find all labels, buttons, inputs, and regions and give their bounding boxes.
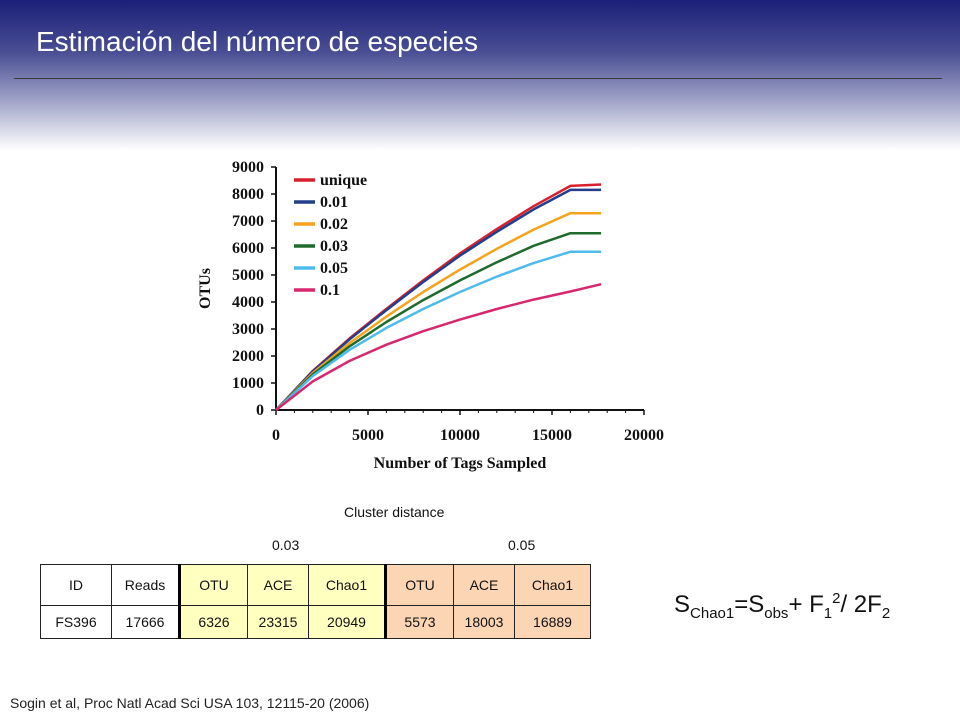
x-tick-label: 20000 xyxy=(624,427,664,444)
x-tick-label: 0 xyxy=(272,427,280,444)
cell-id: FS396 xyxy=(40,605,112,639)
cell-ace-003: 23315 xyxy=(247,605,309,639)
header-chao1-005: Chao1 xyxy=(514,564,591,606)
cell-chao1-003: 20949 xyxy=(308,605,386,639)
title-divider xyxy=(14,78,942,79)
cell-chao1-005: 16889 xyxy=(514,605,591,639)
header-reads: Reads xyxy=(111,564,180,606)
header-chao1-003: Chao1 xyxy=(308,564,386,606)
cell-otu-005: 5573 xyxy=(384,605,454,639)
table-header-row: ID Reads OTU ACE Chao1 OTU ACE Chao1 xyxy=(40,564,591,606)
series-line-0.02 xyxy=(275,211,602,411)
formula-s: S xyxy=(674,591,691,618)
legend-label: 0.02 xyxy=(320,216,348,233)
y-tick-label: 0 xyxy=(256,402,264,419)
x-tick-label: 10000 xyxy=(440,427,480,444)
series-line-0.1 xyxy=(275,282,602,411)
x-tick-label: 15000 xyxy=(532,427,572,444)
y-tick-label: 8000 xyxy=(232,186,264,203)
formula-sup-2: 2 xyxy=(832,590,841,607)
header-ace-003: ACE xyxy=(247,564,309,606)
citation: Sogin et al, Proc Natl Acad Sci USA 103,… xyxy=(10,695,370,711)
series-line-0.03 xyxy=(275,231,602,411)
y-tick-label: 5000 xyxy=(232,267,264,284)
y-tick-label: 3000 xyxy=(232,321,264,338)
y-tick-label: 1000 xyxy=(232,375,264,392)
series-line-0.05 xyxy=(275,250,602,411)
header-otu-003: OTU xyxy=(178,564,248,606)
cell-ace-005: 18003 xyxy=(453,605,515,639)
formula-sub-2: 2 xyxy=(881,604,891,622)
y-tick-label: 6000 xyxy=(232,240,264,257)
series-line-0.01 xyxy=(275,188,602,411)
y-tick-label: 9000 xyxy=(232,159,264,176)
slide-header xyxy=(0,0,960,150)
formula-sub-1: 1 xyxy=(823,604,833,622)
formula-eq: =S xyxy=(734,591,765,618)
formula-plus: + F xyxy=(788,591,824,618)
legend-label: 0.03 xyxy=(320,238,348,255)
formula-sub-chao1: Chao1 xyxy=(690,604,735,622)
group-label-003: 0.03 xyxy=(272,537,300,553)
header-otu-005: OTU xyxy=(384,564,454,606)
cell-reads: 17666 xyxy=(111,605,180,639)
otu-estimates-table: ID Reads OTU ACE Chao1 OTU ACE Chao1 FS3… xyxy=(40,564,591,639)
cluster-distance-label: Cluster distance xyxy=(344,504,445,520)
header-id: ID xyxy=(40,564,112,606)
x-tick-label: 5000 xyxy=(352,427,384,444)
x-axis-title: Number of Tags Sampled xyxy=(374,455,547,472)
legend-label: unique xyxy=(320,172,367,189)
chao1-formula: SChao1=Sobs+ F12/ 2F2 xyxy=(674,590,890,622)
header-ace-005: ACE xyxy=(453,564,515,606)
legend-label: 0.05 xyxy=(320,260,348,277)
y-tick-label: 7000 xyxy=(232,213,264,230)
y-tick-label: 4000 xyxy=(232,294,264,311)
legend-label: 0.1 xyxy=(320,282,340,299)
slide-title: Estimación del número de especies xyxy=(36,26,479,57)
y-tick-label: 2000 xyxy=(232,348,264,365)
formula-sub-obs: obs xyxy=(764,604,789,622)
group-label-005: 0.05 xyxy=(508,537,536,553)
cell-otu-003: 6326 xyxy=(178,605,248,639)
legend-label: 0.01 xyxy=(320,194,348,211)
formula-div: / 2F xyxy=(840,591,882,618)
table-row: FS396 17666 6326 23315 20949 5573 18003 … xyxy=(40,605,591,639)
y-axis-title: OTUs xyxy=(197,268,214,309)
